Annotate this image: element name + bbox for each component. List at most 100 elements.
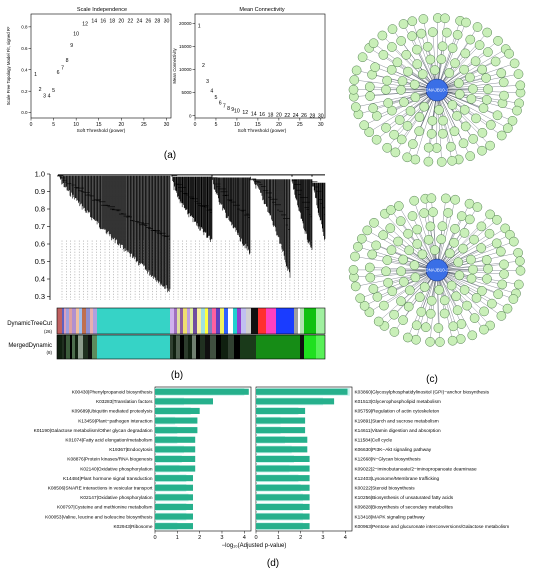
- enrichment-term-id: K00963: [355, 524, 372, 530]
- dynamic-tree-cut-segment: [86, 308, 90, 334]
- network-node: [515, 256, 525, 266]
- panel-label-b: (b): [171, 370, 183, 381]
- enrichment-term-id: K09689: [72, 409, 89, 415]
- dynamic-tree-cut-count: (26): [44, 329, 53, 334]
- mean-connectivity-point-label: 24: [293, 113, 299, 119]
- enrichment-term-id: K03283: [96, 399, 113, 405]
- network-node: [459, 285, 470, 295]
- enrichment-term-separator: |: [371, 476, 372, 482]
- enrichment-term-id: K19891: [355, 418, 372, 424]
- network-node: [502, 303, 513, 314]
- enrichment-term-label: K09828|Biosynthesis of secondary metabol…: [355, 505, 454, 511]
- enrichment-bar: [256, 475, 310, 482]
- dynamic-tree-cut-segment: [208, 308, 212, 334]
- network-node: [379, 300, 389, 311]
- network-node: [497, 279, 508, 290]
- enrichment-term-separator: |: [371, 495, 372, 501]
- network-node: [481, 95, 492, 105]
- mean-connectivity-point-label: 5: [215, 95, 218, 101]
- mean-connectivity-point-label: 18: [268, 112, 274, 118]
- network-node: [416, 28, 427, 39]
- network-node: [504, 48, 514, 59]
- network-node: [348, 84, 359, 95]
- network-hub-node: [425, 78, 449, 102]
- enrichment-bar: [155, 484, 193, 491]
- dendrogram-ytick-label: 0.7: [35, 222, 45, 231]
- network-node: [477, 127, 488, 138]
- merged-dynamic-segment: [180, 335, 184, 359]
- enrichment-bar: [256, 523, 310, 530]
- dynamic-tree-cut-segment: [187, 308, 190, 334]
- enrichment-bar: [155, 503, 193, 510]
- network-node: [466, 254, 476, 265]
- network-node: [398, 19, 409, 29]
- network-node: [357, 52, 368, 63]
- dynamic-tree-cut-segment: [251, 308, 258, 334]
- network-node: [464, 214, 475, 225]
- enrichment-term-label: K12668|N−Glycan biosynthesis: [355, 457, 422, 463]
- enrichment-term-name: MAPK signaling pathway: [372, 514, 425, 520]
- network-node: [355, 293, 366, 304]
- dynamic-tree-cut-segment: [205, 308, 208, 334]
- enrichment-term-label: K14484|Plant hormone signal transduction: [63, 476, 153, 482]
- scale-independence-point-label: 12: [82, 22, 88, 28]
- enrichment-term-separator: |: [371, 399, 372, 405]
- enrichment-bar: [256, 436, 308, 443]
- network-node: [412, 44, 422, 55]
- network-node: [470, 56, 481, 67]
- panel-label-a: (a): [164, 150, 176, 161]
- network-node: [460, 121, 471, 132]
- scale-independence-plot: Scale Independence Scale Free Topology M…: [6, 7, 172, 134]
- enrichment-term-id: K01190: [34, 428, 50, 434]
- enrichment-term-id: K00797: [57, 505, 74, 511]
- network-node: [369, 217, 379, 228]
- network-node: [459, 64, 469, 75]
- enrichment-term-id: K02147: [80, 495, 97, 501]
- dynamic-tree-cut-segment: [66, 308, 69, 334]
- panel-label-d: (d): [267, 558, 279, 569]
- network-node: [378, 230, 389, 240]
- mean-connectivity-ytick-label: 20000: [179, 21, 192, 26]
- network-node: [469, 234, 479, 245]
- network-node: [439, 295, 450, 306]
- scale-independence-point-label: 16: [100, 18, 106, 24]
- network-node: [483, 84, 493, 95]
- network-node: [353, 241, 363, 252]
- network-node: [398, 315, 408, 325]
- network-node: [409, 260, 420, 271]
- network-node: [421, 322, 431, 333]
- network-node: [396, 266, 406, 277]
- network-node: [429, 245, 440, 255]
- dynamic-tree-cut-segment: [237, 308, 241, 334]
- network-node: [455, 334, 466, 344]
- enrichment-xtick-label: 2: [299, 535, 302, 541]
- network-node: [448, 321, 459, 332]
- network-node: [435, 337, 445, 347]
- mean-connectivity-xtick-label: 5: [215, 122, 218, 128]
- enrichment-term-id: K19367: [109, 447, 126, 453]
- network-node: [465, 34, 476, 45]
- mean-connectivity-point-label: 30: [318, 113, 324, 119]
- enrichment-xtick-label: 1: [176, 535, 179, 541]
- enrichment-term-name: Endocytosis: [127, 447, 153, 453]
- scale-independence-point-label: 24: [136, 18, 142, 24]
- network-node: [483, 263, 493, 274]
- dynamic-tree-cut-segment: [304, 308, 316, 334]
- network-node: [396, 85, 406, 95]
- enrichment-bar: [256, 494, 310, 501]
- network-node: [452, 305, 463, 316]
- merged-dynamic-segment: [228, 335, 234, 359]
- scale-independence-ytick-label: 0.2: [21, 89, 28, 94]
- enrichment-term-label: K09022|2−iminobutanoate/2−iminopropanoat…: [355, 466, 478, 472]
- dynamic-tree-cut-segment: [62, 308, 64, 334]
- network-node: [478, 103, 489, 113]
- enrichment-term-separator: |: [371, 486, 372, 492]
- network-node: [452, 111, 462, 121]
- dynamic-tree-cut-segment: [258, 308, 266, 334]
- network-node: [412, 224, 423, 235]
- network-node: [453, 78, 464, 88]
- dynamic-tree-cut-segment: [72, 308, 76, 334]
- scale-independence-point-label: 14: [91, 18, 97, 24]
- enrichment-term-id: K12668: [355, 457, 372, 463]
- network-node: [471, 113, 481, 124]
